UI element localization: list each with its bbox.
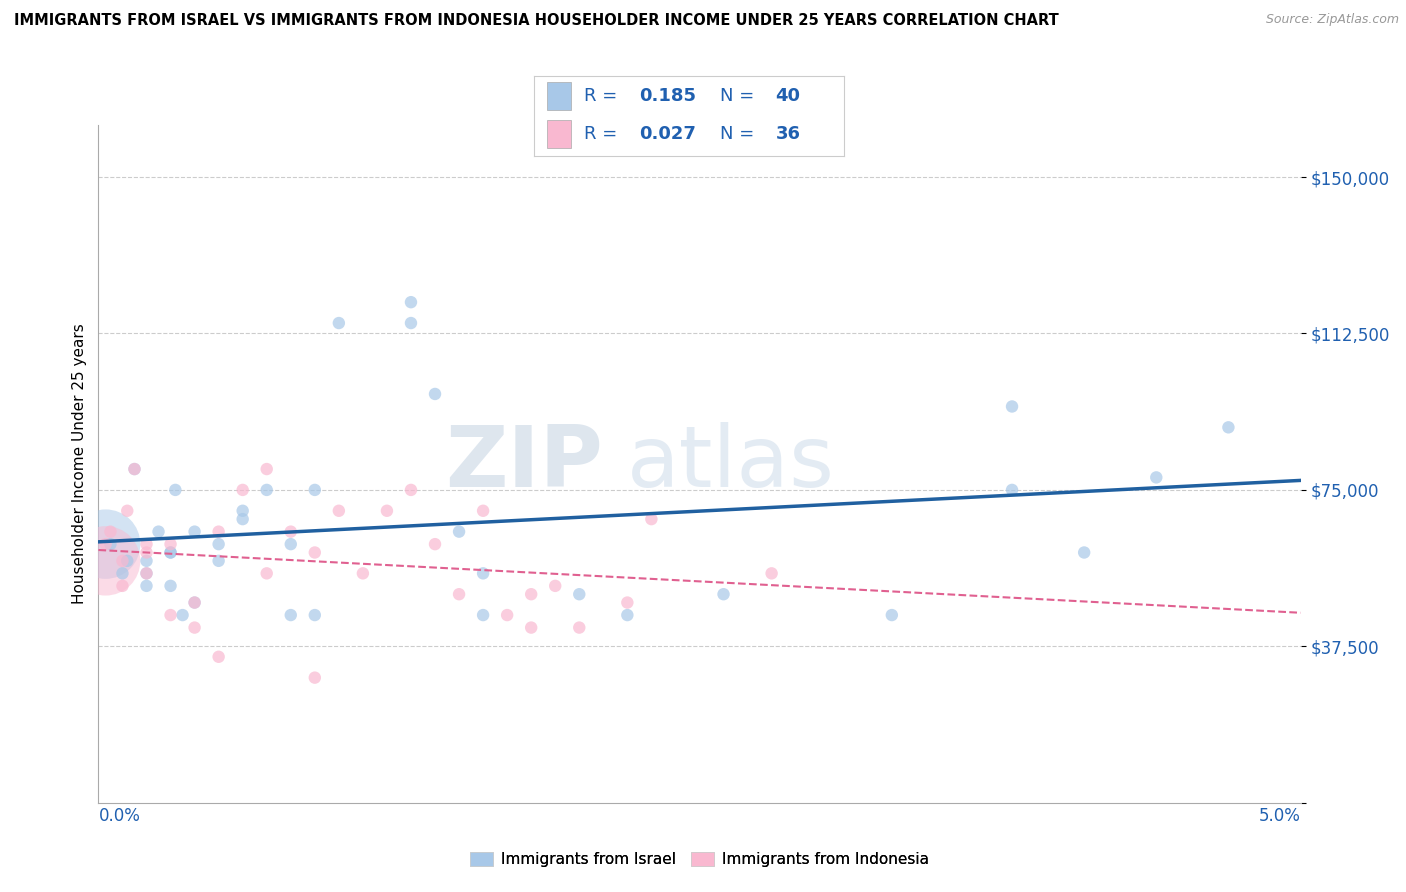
Point — [304, 671, 326, 685]
Point — [280, 608, 302, 623]
Point — [172, 608, 194, 623]
Text: 5.0%: 5.0% — [1258, 807, 1301, 825]
Point — [472, 504, 495, 518]
Point — [208, 554, 231, 568]
Text: 36: 36 — [776, 125, 800, 143]
Text: 0.0%: 0.0% — [98, 807, 141, 825]
Point — [640, 512, 662, 526]
Point — [447, 587, 470, 601]
Point — [256, 566, 278, 581]
Point — [159, 608, 181, 623]
Point — [1073, 545, 1095, 559]
Point — [423, 537, 446, 551]
Point — [616, 596, 638, 610]
Point — [544, 579, 567, 593]
Point — [232, 504, 254, 518]
Point — [135, 554, 157, 568]
Point — [208, 537, 231, 551]
Point — [616, 608, 638, 623]
Text: N =: N = — [720, 125, 759, 143]
Point — [208, 649, 231, 664]
FancyBboxPatch shape — [547, 82, 571, 111]
Point — [375, 504, 398, 518]
Point — [135, 566, 157, 581]
Point — [399, 316, 422, 330]
Point — [100, 524, 122, 539]
Point — [304, 608, 326, 623]
Point — [94, 537, 117, 551]
Point — [111, 566, 134, 581]
Point — [328, 504, 350, 518]
Point — [496, 608, 519, 623]
Point — [135, 537, 157, 551]
Point — [472, 608, 495, 623]
Point — [280, 537, 302, 551]
Point — [520, 621, 543, 635]
Point — [256, 483, 278, 497]
Text: R =: R = — [583, 125, 623, 143]
Point — [208, 524, 231, 539]
Text: 0.027: 0.027 — [640, 125, 696, 143]
Point — [94, 537, 117, 551]
Point — [124, 462, 146, 476]
Point — [280, 524, 302, 539]
Point — [135, 545, 157, 559]
Point — [880, 608, 903, 623]
Point — [159, 579, 181, 593]
Point — [183, 596, 205, 610]
Point — [304, 545, 326, 559]
Point — [256, 462, 278, 476]
Text: Source: ZipAtlas.com: Source: ZipAtlas.com — [1265, 13, 1399, 27]
Point — [117, 504, 139, 518]
Point — [352, 566, 374, 581]
Point — [159, 545, 181, 559]
Text: IMMIGRANTS FROM ISRAEL VS IMMIGRANTS FROM INDONESIA HOUSEHOLDER INCOME UNDER 25 : IMMIGRANTS FROM ISRAEL VS IMMIGRANTS FRO… — [14, 13, 1059, 29]
Text: 0.185: 0.185 — [640, 87, 696, 105]
Point — [1218, 420, 1240, 434]
Point — [304, 483, 326, 497]
Point — [472, 566, 495, 581]
Point — [423, 387, 446, 401]
Point — [447, 524, 470, 539]
Point — [159, 537, 181, 551]
Point — [135, 579, 157, 593]
Point — [232, 512, 254, 526]
Point — [328, 316, 350, 330]
Point — [117, 554, 139, 568]
Point — [1144, 470, 1167, 484]
Point — [183, 596, 205, 610]
Point — [1001, 400, 1024, 414]
Point — [568, 587, 591, 601]
FancyBboxPatch shape — [547, 120, 571, 148]
Text: atlas: atlas — [627, 422, 835, 506]
Point — [399, 483, 422, 497]
Y-axis label: Householder Income Under 25 years: Householder Income Under 25 years — [72, 324, 87, 604]
Point — [111, 554, 134, 568]
Point — [713, 587, 735, 601]
Point — [159, 545, 181, 559]
Point — [232, 483, 254, 497]
Text: 40: 40 — [776, 87, 800, 105]
Point — [135, 566, 157, 581]
Point — [183, 524, 205, 539]
Point — [165, 483, 187, 497]
Point — [148, 524, 170, 539]
Text: N =: N = — [720, 87, 759, 105]
Point — [183, 621, 205, 635]
Point — [761, 566, 783, 581]
Point — [111, 579, 134, 593]
Text: R =: R = — [583, 87, 623, 105]
Point — [399, 295, 422, 310]
Point — [1001, 483, 1024, 497]
Point — [520, 587, 543, 601]
Point — [568, 621, 591, 635]
Text: ZIP: ZIP — [446, 422, 603, 506]
Point — [100, 537, 122, 551]
Point — [124, 462, 146, 476]
Legend: Immigrants from Israel, Immigrants from Indonesia: Immigrants from Israel, Immigrants from … — [464, 846, 935, 873]
Point — [94, 554, 117, 568]
